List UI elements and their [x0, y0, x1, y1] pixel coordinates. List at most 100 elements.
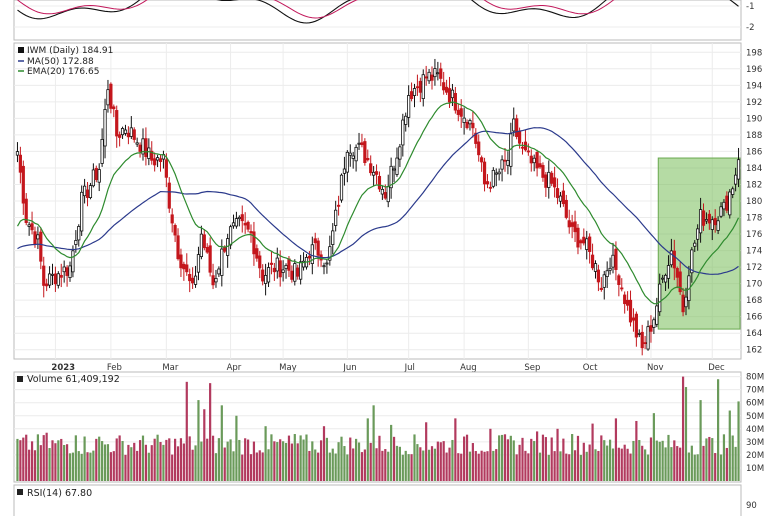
volume-bar — [550, 437, 553, 481]
volume-bar — [626, 448, 629, 481]
candle — [85, 181, 90, 207]
volume-bar — [544, 437, 547, 481]
candle — [50, 263, 55, 286]
volume-bar — [261, 452, 264, 481]
volume-bar — [284, 442, 288, 481]
candle — [506, 151, 510, 175]
candle — [348, 144, 352, 167]
candle — [398, 143, 402, 168]
candle — [561, 182, 565, 207]
volume-bar — [500, 434, 504, 481]
volume-bar — [211, 435, 215, 481]
candle — [342, 156, 347, 186]
volume-bar — [378, 435, 381, 481]
volume-bar — [460, 453, 463, 481]
candle — [214, 269, 218, 288]
macd-panel: -1 -2 — [13, 0, 754, 41]
candle — [80, 185, 84, 236]
price-y-tick: 170 — [746, 280, 762, 290]
volume-bar — [80, 453, 83, 481]
candle — [582, 228, 586, 246]
volume-bar — [687, 452, 691, 481]
candle — [56, 271, 60, 289]
volume-bar — [611, 448, 615, 481]
candle — [27, 221, 31, 236]
candle — [141, 128, 145, 161]
candle — [421, 69, 425, 107]
candle — [655, 297, 659, 328]
candle — [179, 248, 183, 277]
volume-bar — [477, 453, 480, 481]
volume-bar — [65, 444, 69, 481]
candle — [182, 261, 186, 281]
volume-bar — [731, 435, 734, 481]
volume-bar — [255, 452, 258, 481]
price-y-tick: 198 — [746, 48, 762, 58]
candle — [202, 229, 206, 251]
volume-bar — [30, 441, 34, 481]
volume-bar — [416, 444, 419, 481]
volume-bar — [246, 439, 250, 481]
volume-bar — [451, 439, 454, 481]
x-tick: Sep — [524, 363, 540, 373]
volume-bar — [267, 449, 270, 481]
candle — [442, 71, 446, 95]
volume-bar — [276, 442, 279, 481]
candle — [731, 186, 735, 199]
volume-bar — [314, 449, 317, 481]
candle — [713, 209, 717, 233]
candle — [529, 149, 533, 172]
candle — [675, 266, 679, 289]
volume-bar — [159, 442, 162, 481]
price-y-tick: 182 — [746, 180, 762, 190]
candle — [18, 146, 22, 184]
candle — [126, 126, 130, 145]
candle — [97, 163, 101, 192]
volume-bar — [317, 452, 320, 481]
candle — [363, 138, 367, 166]
candle — [307, 251, 311, 266]
volume-bar — [711, 438, 714, 481]
volume-bar — [95, 438, 98, 481]
candle — [53, 266, 58, 292]
candle — [649, 315, 653, 343]
volume-bar — [708, 436, 711, 481]
candle — [570, 214, 574, 239]
volume-y-tick: 10M — [746, 464, 764, 474]
candle — [512, 107, 516, 137]
candle — [462, 107, 466, 135]
volume-bar — [39, 445, 42, 481]
candle — [424, 65, 428, 86]
volume-bar — [468, 451, 472, 481]
volume-bar — [273, 441, 276, 481]
volume-bar — [422, 450, 425, 481]
volume-bar — [722, 434, 726, 481]
candle — [173, 223, 177, 243]
price-y-tick: 196 — [746, 65, 762, 75]
volume-bar — [430, 446, 434, 481]
candle — [500, 155, 504, 182]
candle — [62, 260, 66, 283]
candle — [372, 166, 376, 187]
volume-bar — [594, 449, 597, 481]
candle — [666, 255, 671, 289]
volume-bar — [77, 451, 80, 481]
volume-bar — [89, 452, 92, 481]
candle — [237, 215, 241, 227]
volume-bar — [381, 450, 384, 481]
candle — [205, 243, 209, 254]
candle — [696, 224, 700, 251]
volume-bar — [328, 452, 331, 481]
candle — [377, 171, 382, 192]
candle — [409, 82, 414, 102]
candle — [480, 155, 484, 172]
volume-bar — [737, 401, 740, 481]
volume-bar — [290, 443, 293, 481]
candle — [261, 264, 265, 286]
candle — [579, 238, 583, 250]
volume-bar — [410, 454, 413, 481]
volume-bar — [390, 424, 393, 481]
volume-bar — [293, 434, 296, 481]
candle — [631, 308, 636, 332]
volume-bar — [299, 435, 302, 481]
